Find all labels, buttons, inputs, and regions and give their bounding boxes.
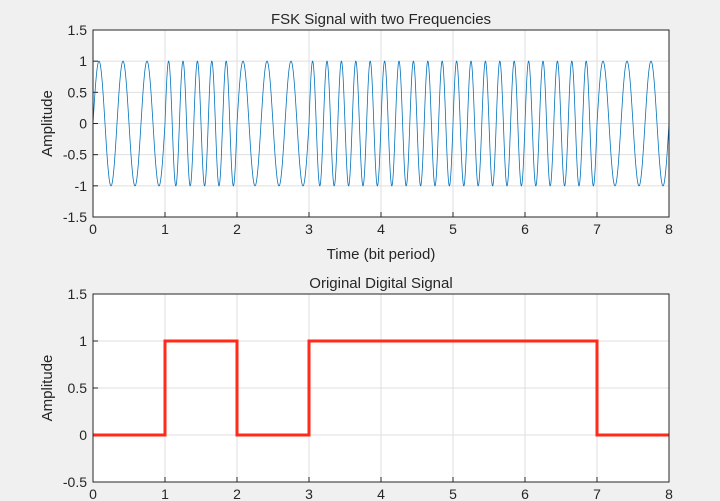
chart-title: FSK Signal with two Frequencies	[271, 11, 491, 28]
x-tick-label: 8	[665, 486, 673, 501]
y-tick-label: -1	[75, 178, 88, 194]
x-tick-label: 3	[305, 486, 313, 501]
x-tick-label: 0	[89, 221, 97, 237]
y-tick-label: 0	[79, 116, 87, 132]
fsk-signal-line	[92, 60, 670, 187]
digital-signal-line	[93, 339, 669, 437]
x-tick-label: 5	[449, 221, 457, 237]
x-tick-label: 4	[377, 486, 385, 501]
y-tick-label: 1	[79, 333, 87, 349]
y-tick-label: -0.5	[63, 474, 87, 490]
axes-box	[92, 29, 670, 218]
axes-box	[92, 293, 670, 483]
y-tick-label: 1	[79, 53, 87, 69]
y-tick-label: 0	[79, 427, 87, 443]
x-tick-label: 8	[665, 221, 673, 237]
chart-title: Original Digital Signal	[309, 275, 452, 292]
x-tick-label: 1	[161, 486, 169, 501]
x-tick-label: 4	[377, 221, 385, 237]
x-axis-label: Time (bit period)	[327, 246, 436, 263]
x-tick-label: 2	[233, 221, 241, 237]
y-axis-label: Amplitude	[39, 355, 56, 422]
x-tick-label: 0	[89, 486, 97, 501]
x-tick-label: 2	[233, 486, 241, 501]
x-tick-label: 1	[161, 221, 169, 237]
y-axis-label: Amplitude	[39, 90, 56, 157]
y-tick-label: 0.5	[68, 84, 88, 100]
y-tick-label: 1.5	[68, 286, 88, 302]
y-tick-label: 0.5	[68, 380, 88, 396]
subplot-1: 0 1 2 3 4 5 6 7 8 -1.5 -1 -0.5 0 0.5 1 1.5 FSK Signal wi…	[39, 11, 673, 263]
x-tick-label: 3	[305, 221, 313, 237]
x-tick-label: 6	[521, 486, 529, 501]
y-tick-label: -0.5	[63, 147, 87, 163]
x-tick-label: 5	[449, 486, 457, 501]
x-tick-label: 6	[521, 221, 529, 237]
y-tick-label: -1.5	[63, 209, 87, 225]
y-tick-label: 1.5	[68, 22, 88, 38]
x-tick-label: 7	[593, 486, 601, 501]
x-tick-label: 7	[593, 221, 601, 237]
